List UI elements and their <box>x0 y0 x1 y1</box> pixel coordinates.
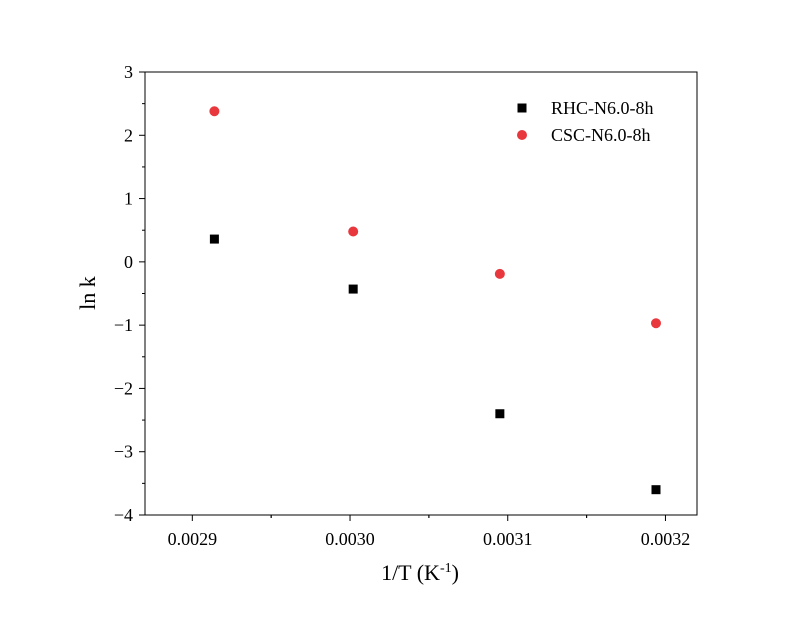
legend-label: CSC-N6.0-8h <box>551 125 651 145</box>
x-axis-title-superscript: -1 <box>440 561 452 576</box>
x-tick-label: 0.0029 <box>168 529 218 549</box>
x-axis-title-main: 1/T (K <box>381 560 440 585</box>
legend: RHC-N6.0-8h CSC-N6.0-8h <box>517 98 654 145</box>
y-tick-label: −3 <box>114 442 133 462</box>
x-tick-label: 0.0032 <box>641 529 691 549</box>
data-points <box>209 106 661 495</box>
point-circle <box>209 106 220 117</box>
y-tick-label: 3 <box>124 62 133 82</box>
y-tick-label: −2 <box>114 378 133 398</box>
point-square <box>209 234 219 244</box>
y-tick-label: 2 <box>124 125 133 145</box>
legend-marker-square <box>517 103 527 113</box>
x-axis: 0.0029 0.0030 0.0031 0.0032 <box>168 515 691 549</box>
x-tick-label: 0.0030 <box>325 529 375 549</box>
point-square <box>495 409 505 419</box>
point-circle <box>348 226 359 237</box>
x-axis-title: 1/T (K-1) <box>381 560 459 585</box>
x-axis-title-close: ) <box>452 560 459 585</box>
point-square <box>348 284 358 294</box>
y-axis: 3 2 1 0 −1 −2 −3 −4 <box>114 62 145 525</box>
point-square <box>651 485 661 495</box>
y-tick-label: 1 <box>124 189 133 209</box>
y-tick-label: −4 <box>114 505 133 525</box>
y-tick-label: 0 <box>124 252 133 272</box>
y-axis-title: ln k <box>75 276 100 310</box>
point-circle <box>494 268 505 279</box>
y-tick-label: −1 <box>114 315 133 335</box>
legend-marker-circle <box>517 130 527 140</box>
x-tick-label: 0.0031 <box>483 529 533 549</box>
legend-label: RHC-N6.0-8h <box>551 98 654 118</box>
point-circle <box>650 318 661 329</box>
